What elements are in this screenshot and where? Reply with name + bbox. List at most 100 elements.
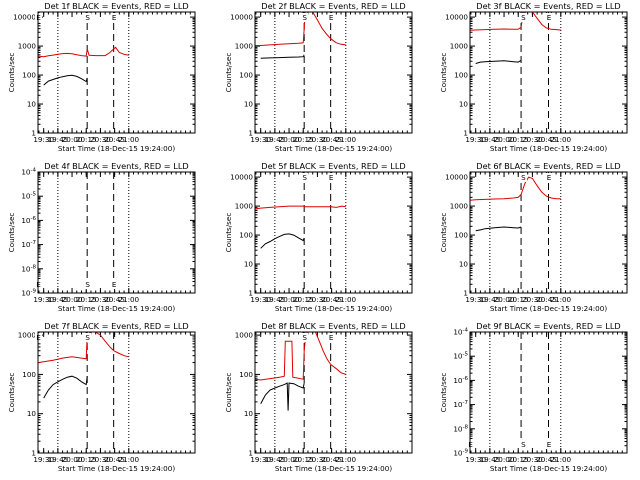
plot-frame: [37, 171, 196, 294]
x-tick-label: 21:00: [118, 135, 139, 144]
x-tick-label: 21:00: [335, 135, 356, 144]
y-tick-label: 10-5: [453, 352, 468, 361]
y-axis-label: Counts/sec: [224, 213, 233, 253]
marker-bg: [545, 440, 553, 449]
panel-title: Det 9f BLACK = Events, RED = LLD: [476, 321, 620, 331]
y-axis-label: Counts/sec: [7, 53, 16, 93]
marker-bg: [545, 173, 553, 182]
y-axis-label: Counts/sec: [224, 373, 233, 413]
y-tick-label: 1: [248, 449, 253, 458]
x-axis-label: Start Time (18-Dec-15 19:24:00): [275, 464, 392, 473]
y-tick-label: 1000: [450, 42, 469, 51]
x-tick-label: 20:45: [536, 295, 557, 304]
x-tick-label: 20:00: [279, 295, 300, 304]
end-marker: E: [547, 440, 552, 449]
x-tick-label: 21:00: [118, 455, 139, 464]
y-tick-label: 1000: [235, 202, 254, 211]
x-tick-label: 19:30: [33, 135, 54, 144]
plot-frame: [37, 331, 196, 454]
y-tick-label: 10: [459, 260, 469, 269]
y-tick-label: 1: [31, 129, 36, 138]
x-tick-label: 20:15: [293, 135, 314, 144]
events-trace: [260, 54, 305, 59]
start-marker: S: [302, 13, 307, 22]
detector-panel: Det 3f BLACK = Events, RED = LLD 1 10 100 10…: [439, 1, 628, 153]
start-marker: S: [521, 440, 526, 449]
x-tick-label: 20:30: [522, 135, 543, 144]
y-axis-label: Counts/sec: [439, 213, 448, 253]
marker-bg: [110, 280, 118, 289]
x-tick-label: 20:00: [62, 295, 83, 304]
lld-trace: [255, 205, 346, 210]
start-marker: S: [302, 173, 307, 182]
y-tick-label: 1: [463, 129, 468, 138]
y-tick-label: 100: [22, 71, 36, 80]
x-tick-label: 20:45: [536, 455, 557, 464]
y-tick-label: 10: [27, 100, 37, 109]
end-marker: E: [112, 13, 117, 22]
start-marker: S: [85, 333, 90, 342]
panel-title: Det 2f BLACK = Events, RED = LLD: [261, 1, 405, 11]
y-tick-label: 10-5: [21, 192, 36, 201]
end-marker: E: [547, 173, 552, 182]
x-axis-label: Start Time (18-Dec-15 19:24:00): [58, 304, 175, 313]
plot-frame: [254, 331, 413, 454]
x-tick-label: 20:15: [76, 135, 97, 144]
x-tick-label: 19:30: [33, 295, 54, 304]
x-tick-label: 19:30: [465, 295, 486, 304]
panel-title: Det 3f BLACK = Events, RED = LLD: [476, 1, 620, 11]
lld-trace: [38, 46, 129, 58]
x-tick-label: 20:15: [76, 295, 97, 304]
y-tick-label: 10000: [445, 13, 468, 22]
events-trace: [43, 74, 88, 86]
y-tick-label: 10-4: [21, 168, 36, 177]
y-tick-label: 1000: [18, 331, 37, 340]
x-axis-label: Start Time (18-Dec-15 19:24:00): [490, 304, 607, 313]
start-marker: S: [521, 13, 526, 22]
y-axis-label: Counts/sec: [224, 53, 233, 93]
y-tick-label: 10-8: [453, 424, 468, 433]
x-tick-label: 20:30: [522, 455, 543, 464]
y-tick-label: 10-8: [21, 264, 36, 273]
panel-title: Det 8f BLACK = Events, RED = LLD: [261, 321, 405, 331]
y-axis-label: Counts/sec: [439, 53, 448, 93]
marker-bg: [519, 173, 527, 182]
y-tick-label: 10: [459, 100, 469, 109]
marker-bg: [301, 13, 309, 22]
events-trace: [475, 59, 522, 64]
x-tick-label: 21:00: [335, 295, 356, 304]
marker-bg: [84, 333, 92, 342]
x-tick-label: 20:15: [508, 295, 529, 304]
y-tick-label: 100: [239, 370, 253, 379]
y-axis-label: Counts/sec: [439, 373, 448, 413]
x-tick-label: 19:45: [48, 455, 69, 464]
y-tick-label: 10: [244, 260, 254, 269]
detector-panel: Det 2f BLACK = Events, RED = LLD 1 10 100 10…: [224, 1, 413, 153]
panel-title: Det 4f BLACK = Events, RED = LLD: [44, 161, 188, 171]
y-tick-label: 100: [239, 231, 253, 240]
marker-bg: [84, 13, 92, 22]
x-tick-label: 19:30: [250, 295, 271, 304]
events-trace: [260, 382, 305, 411]
x-tick-label: 20:00: [494, 455, 515, 464]
end-marker: E: [468, 440, 473, 449]
detector-panel: Det 9f BLACK = Events, RED = LLD 10-9 10-8…: [439, 321, 628, 473]
end-marker: E: [329, 173, 334, 182]
marker-bg: [327, 13, 335, 22]
panel-title: Det 7f BLACK = Events, RED = LLD: [44, 321, 188, 331]
panel-title: Det 6f BLACK = Events, RED = LLD: [476, 161, 620, 171]
y-axis-label: Counts/sec: [7, 373, 16, 413]
detector-panel: Det 8f BLACK = Events, RED = LLD 1 10 100 10…: [224, 321, 413, 473]
x-tick-label: 19:45: [265, 135, 286, 144]
y-axis-label: Counts/sec: [7, 213, 16, 253]
lld-trace: [255, 332, 346, 381]
x-tick-label: 20:00: [62, 135, 83, 144]
y-tick-label: 1000: [18, 42, 37, 51]
marker-bg: [327, 333, 335, 342]
marker-bg: [301, 333, 309, 342]
marker-bg: [84, 280, 92, 289]
lld-trace: [255, 12, 346, 46]
x-tick-label: 19:45: [265, 455, 286, 464]
end-marker: E: [36, 13, 41, 22]
